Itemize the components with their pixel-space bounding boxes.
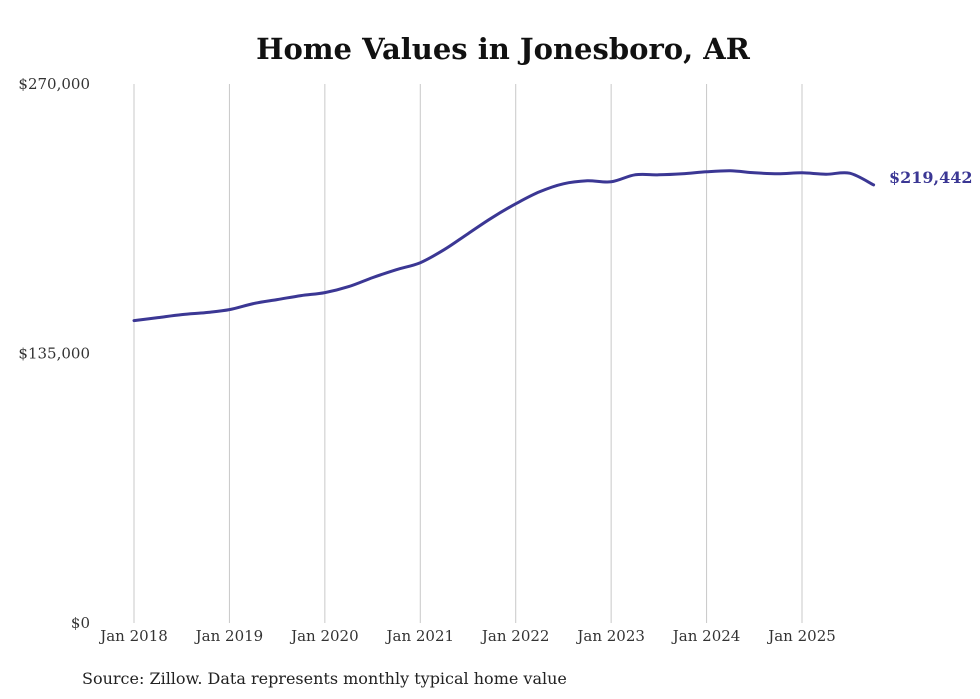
x-axis-ticks: Jan 2018 Jan 2019 Jan 2020 Jan 2021 Jan 2022…: [98, 627, 836, 645]
x-tick-label: Jan 2019: [194, 627, 264, 645]
x-tick-label: Jan 2021: [385, 627, 455, 645]
y-tick-label: $135,000: [18, 345, 90, 363]
x-tick-label: Jan 2023: [575, 627, 645, 645]
x-tick-label: Jan 2020: [289, 627, 359, 645]
gridlines: [133, 84, 803, 623]
x-tick-label: Jan 2024: [671, 627, 741, 645]
source-note: Source: Zillow. Data represents monthly …: [82, 669, 567, 688]
series-line: [132, 169, 876, 323]
x-tick-label: Jan 2022: [480, 627, 550, 645]
x-tick-label: Jan 2018: [98, 627, 168, 645]
chart-title: Home Values in Jonesboro, AR: [256, 32, 751, 66]
x-tick-label: Jan 2025: [766, 627, 836, 645]
end-value-label: $219,442: [889, 168, 973, 187]
y-tick-label: $270,000: [18, 75, 90, 93]
y-axis-ticks: $0 $135,000 $270,000: [18, 75, 90, 632]
y-tick-label: $0: [71, 614, 90, 632]
